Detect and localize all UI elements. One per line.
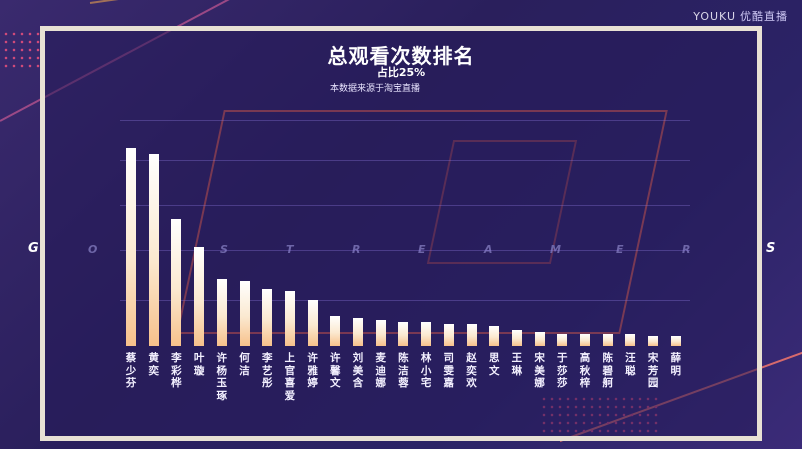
background-letter: O [88,243,98,256]
bar [353,318,363,346]
chart-title: 总观看次数排名 [327,44,475,68]
bar [625,334,636,346]
grid-line [120,120,690,121]
background-letter: S [220,243,228,256]
background-letter: R [352,243,361,256]
bar [284,290,295,346]
category-label: 王琳 [511,352,523,377]
bar [194,247,205,346]
bar [307,300,318,346]
bar [534,332,545,346]
category-label: 黄奕 [148,352,159,377]
bar [330,316,341,346]
chart-frame [40,26,762,441]
background-letter: E [616,243,624,256]
category-label: 何洁 [239,352,250,377]
bar [466,324,477,346]
category-label: 许杨玉琢 [216,352,228,402]
deco-line [89,0,437,4]
category-label: 宋芳园 [647,352,659,389]
bar [126,148,136,346]
background-letter: M [550,243,561,256]
category-label: 李艺彤 [261,352,273,389]
data-source-note: 本数据来源于淘宝直播 [330,84,421,94]
category-label: 陈碧舸 [602,352,613,389]
category-label: 蔡少芬 [125,352,137,389]
category-label: 陈洁蓉 [398,352,409,389]
side-letter-right: S [766,241,776,256]
category-label: 叶璇 [193,352,205,377]
bar [443,324,454,346]
category-label: 李彩桦 [171,352,182,389]
bar [216,278,227,346]
category-label: 林小宅 [420,352,432,389]
background-letter: R [682,243,691,256]
bar [602,334,613,346]
category-label: 思文 [488,352,500,377]
category-label: 上官喜爱 [284,352,296,402]
bar [511,330,522,346]
bar [648,336,659,346]
bar [557,334,568,346]
bar [580,334,590,346]
bar [398,322,409,346]
chart-subtitle: 占比25% [376,66,426,79]
bar [489,326,500,346]
youku-watermark: YOUKU 优酷直播 [693,10,788,23]
grid-line [120,160,690,161]
grid-line [120,300,690,301]
category-label: 刘美含 [352,352,364,389]
bar [148,153,159,346]
category-label: 许雅婷 [307,352,318,389]
category-label: 于莎莎 [557,352,568,389]
category-label: 麦迪娜 [375,352,386,389]
category-label: 薛明 [670,352,682,377]
bar [262,288,273,346]
bar [375,320,386,346]
bar [421,322,432,346]
category-label: 赵奕欢 [466,352,477,389]
background-letter: E [418,243,426,256]
dots-decoration [2,30,42,70]
grid-line [120,205,690,206]
category-label: 司雯嘉 [443,352,455,389]
bar [670,336,681,346]
grid-line [120,250,690,251]
side-letter-left: G [28,241,39,256]
category-label: 高秋梓 [579,352,591,389]
category-label: 许馨文 [330,352,341,389]
bar [171,219,182,346]
background-letter: A [484,243,493,256]
category-label: 宋美娜 [534,352,545,389]
category-label: 汪聪 [625,352,636,377]
background-letter: T [286,243,294,256]
bar [239,280,250,346]
